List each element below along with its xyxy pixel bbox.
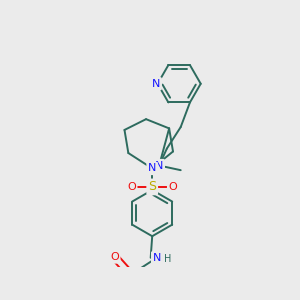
Text: S: S bbox=[148, 180, 156, 194]
Text: O: O bbox=[110, 252, 119, 262]
Text: N: N bbox=[153, 253, 161, 263]
Text: N: N bbox=[155, 160, 163, 171]
Text: H: H bbox=[164, 254, 171, 264]
Text: O: O bbox=[127, 182, 136, 192]
Text: N: N bbox=[152, 79, 160, 89]
Text: N: N bbox=[148, 164, 156, 173]
Text: O: O bbox=[169, 182, 177, 192]
